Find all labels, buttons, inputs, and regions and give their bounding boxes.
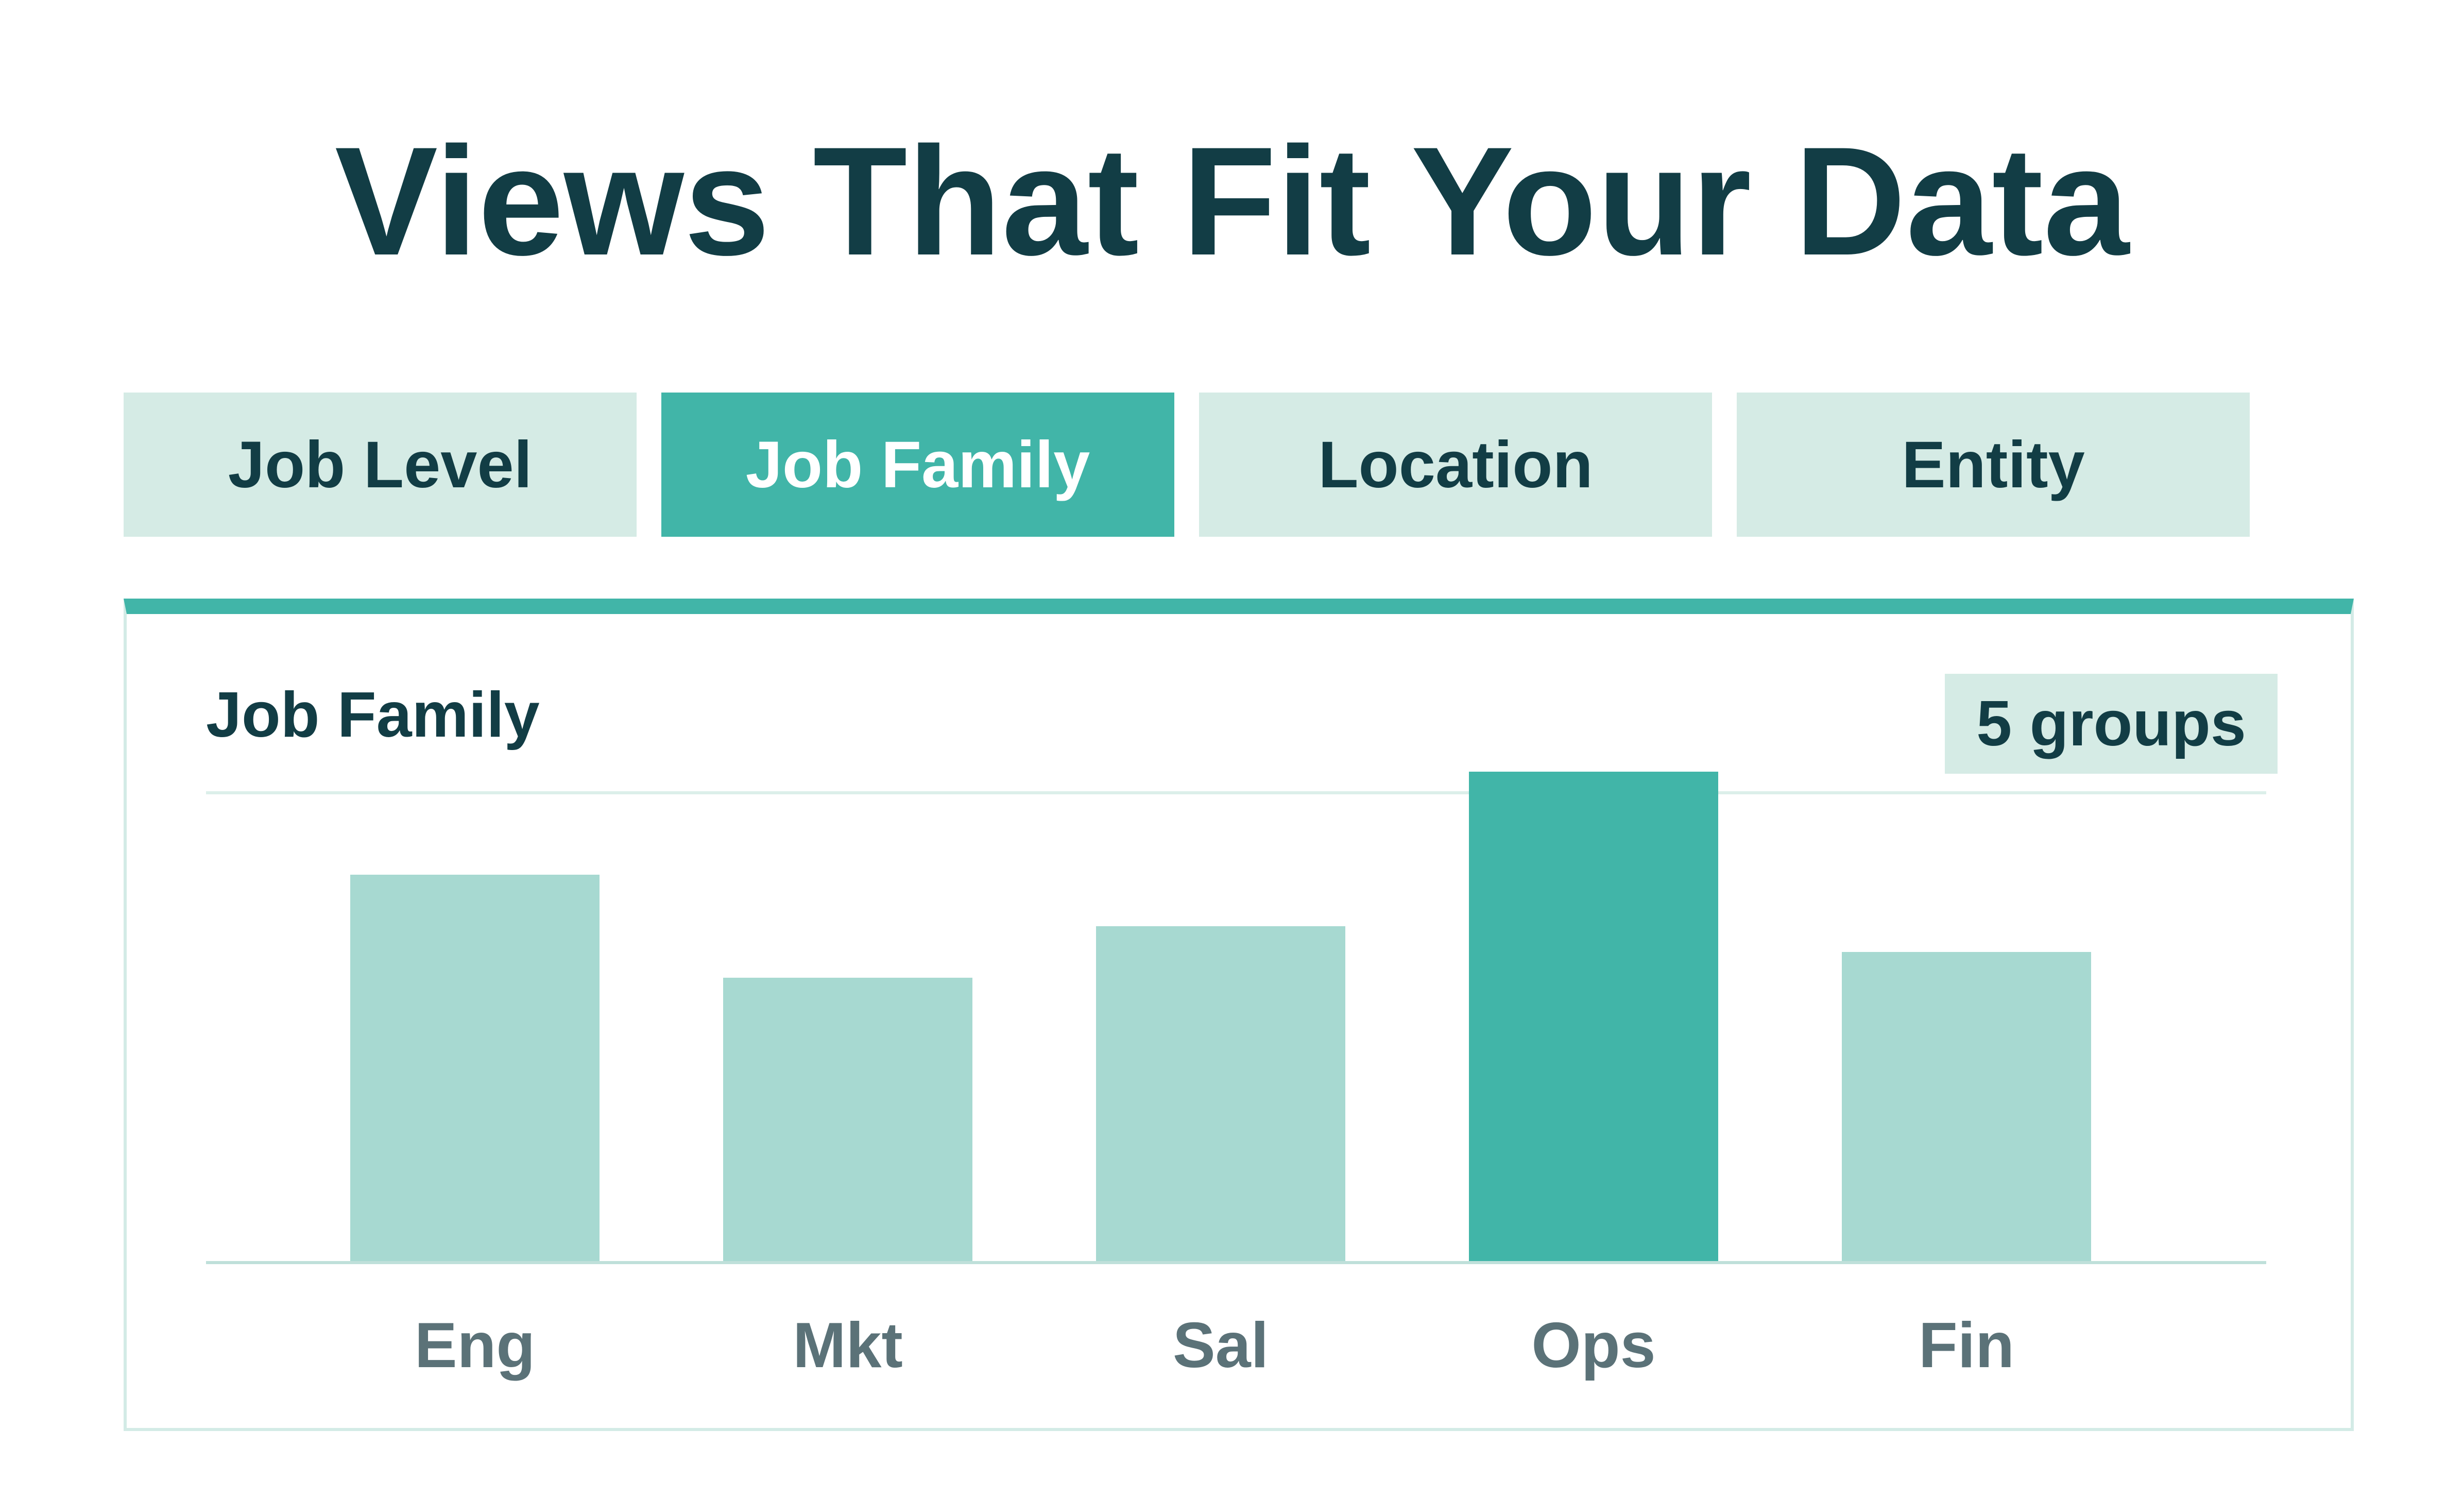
category-label-sal: Sal bbox=[1173, 1310, 1269, 1381]
tab-label: Entity bbox=[1902, 428, 2085, 502]
tab-entity[interactable]: Entity bbox=[1737, 393, 2250, 537]
bar-eng bbox=[350, 875, 600, 1261]
category-label-mkt: Mkt bbox=[793, 1310, 903, 1381]
bar-ops bbox=[1469, 772, 1718, 1261]
tab-label: Job Family bbox=[745, 428, 1090, 502]
bar-mkt bbox=[723, 978, 972, 1261]
panel-title: Job Family bbox=[206, 679, 540, 751]
tab-job-level[interactable]: Job Level bbox=[124, 393, 637, 537]
bar-fin bbox=[1842, 952, 2091, 1261]
panel-divider bbox=[206, 791, 2266, 794]
category-label-group: Eng Mkt Sal Ops Fin bbox=[415, 1310, 2014, 1381]
category-label-eng: Eng bbox=[415, 1310, 535, 1381]
page-title: Views That Fit Your Data bbox=[334, 114, 2130, 287]
group-count-badge: 5 groups bbox=[1945, 674, 2278, 774]
group-count-label: 5 groups bbox=[1976, 688, 2246, 759]
tab-location[interactable]: Location bbox=[1199, 393, 1712, 537]
bar-group bbox=[350, 772, 2091, 1261]
category-label-fin: Fin bbox=[1919, 1310, 2014, 1381]
tab-label: Location bbox=[1318, 428, 1593, 502]
bar-sal bbox=[1096, 926, 1345, 1261]
tab-label: Job Level bbox=[228, 428, 533, 502]
category-label-ops: Ops bbox=[1531, 1310, 1655, 1381]
tab-job-family[interactable]: Job Family bbox=[661, 393, 1174, 537]
